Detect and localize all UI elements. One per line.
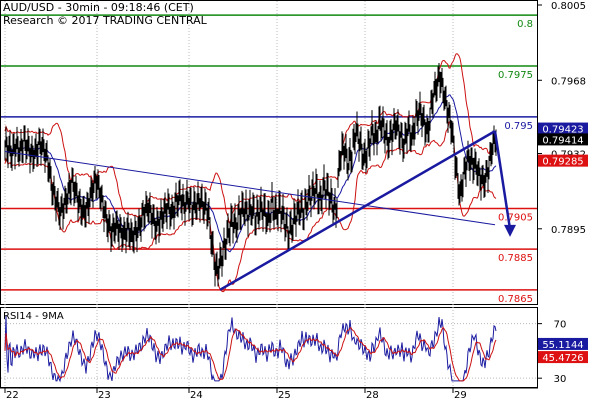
rsi-value-box-label: 55.1144 bbox=[542, 340, 583, 351]
regression-line bbox=[4, 150, 496, 226]
price-box bbox=[538, 122, 588, 135]
x-axis: 22 23 24 25 28 29 bbox=[4, 388, 467, 400]
price-box bbox=[538, 154, 588, 167]
rsi-y-tick-label: 30 bbox=[554, 374, 567, 385]
arrow-head bbox=[504, 224, 516, 237]
y-tick-label: 0.8005 bbox=[551, 1, 586, 12]
rsi-lines bbox=[4, 315, 497, 383]
rsi-ma-line bbox=[4, 326, 497, 382]
rsi-value-box bbox=[538, 337, 588, 350]
chart-title: AUD/USD - 30min - 09:18:46 (CET) bbox=[3, 1, 194, 14]
lower-band bbox=[4, 121, 497, 293]
level-label: 0.7865 bbox=[498, 294, 533, 305]
level-label: 0.8 bbox=[517, 19, 533, 30]
price-panel-frame bbox=[0, 0, 538, 305]
price-box bbox=[538, 133, 588, 146]
x-tick-label: 23 bbox=[98, 390, 111, 400]
rsi-title: RSI14 - 9MA bbox=[3, 311, 64, 322]
rsi-y-tick-label: 70 bbox=[554, 320, 567, 331]
rsi-value-box-label: 45.4726 bbox=[542, 353, 583, 364]
price-bars bbox=[4, 62, 497, 287]
trendline bbox=[219, 130, 496, 291]
rsi-value-box bbox=[538, 351, 588, 364]
level-label: 0.7975 bbox=[498, 70, 533, 81]
price-box-label: 0.79423 bbox=[542, 125, 583, 136]
price-grid bbox=[1, 1, 537, 388]
y-tick-label: 0.7968 bbox=[551, 76, 586, 87]
projection-arrow bbox=[493, 130, 512, 230]
price-box-label: 0.79414 bbox=[542, 135, 583, 146]
trend-lines bbox=[4, 130, 516, 291]
level-label: 0.7885 bbox=[498, 253, 533, 264]
level-label: 0.795 bbox=[504, 121, 533, 132]
rsi-line bbox=[4, 315, 497, 383]
y-tick-label: 0.7895 bbox=[551, 225, 586, 236]
level-label: 0.7905 bbox=[498, 212, 533, 223]
price-box-label: 0.79285 bbox=[542, 157, 583, 168]
x-tick-label: 25 bbox=[278, 390, 291, 400]
chart-subtitle: Research © 2017 TRADING CENTRAL bbox=[3, 14, 208, 27]
x-tick-label: 29 bbox=[454, 390, 467, 400]
x-tick-label: 22 bbox=[6, 390, 19, 400]
x-tick-label: 28 bbox=[366, 390, 379, 400]
x-tick-label: 24 bbox=[190, 390, 203, 400]
